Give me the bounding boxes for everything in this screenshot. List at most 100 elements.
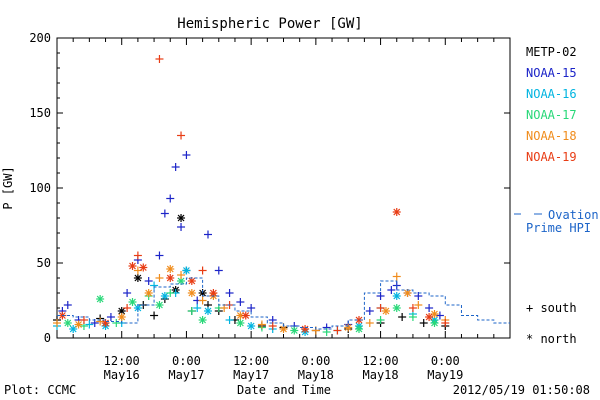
y-tick-label: 200 (29, 31, 51, 45)
data-point-north (198, 316, 207, 324)
data-point-north (241, 311, 250, 320)
y-axis-label: P [GW] (1, 166, 15, 209)
data-point-south (441, 319, 450, 327)
mark-stroke (382, 307, 390, 315)
mark-stroke (64, 319, 72, 327)
data-point-south (150, 311, 159, 320)
chart-title: Hemispheric Power [GW] (177, 16, 362, 32)
mark-stroke (69, 325, 77, 333)
data-point-south (198, 266, 207, 275)
x-tick-label-time: 0:00 (172, 354, 201, 368)
data-point-north (128, 298, 137, 306)
data-point-south (414, 301, 423, 309)
data-point-south (225, 289, 234, 297)
data-point-south (144, 277, 153, 285)
x-tick-label-date: May16 (104, 368, 140, 382)
mark-stroke (188, 277, 196, 285)
data-point-south (85, 320, 94, 329)
x-tick-label-date: May18 (298, 368, 334, 382)
mark-stroke (129, 262, 136, 270)
mark-stroke (355, 316, 363, 324)
mark-stroke (177, 214, 185, 222)
data-point-south (419, 319, 428, 327)
data-point-south (236, 298, 245, 306)
mark-stroke (404, 289, 411, 297)
data-point-south (187, 307, 196, 315)
mark-stroke (393, 292, 401, 300)
mark-stroke (166, 265, 174, 273)
data-point-south (193, 304, 202, 312)
data-point-south (177, 271, 186, 279)
legend-item: NOAA-15 (526, 66, 577, 80)
legend-hpi-label: Prime HPI (526, 221, 591, 235)
mark-stroke (199, 289, 207, 297)
data-point-north (101, 319, 110, 327)
data-point-south (376, 304, 385, 312)
data-point-north (182, 266, 191, 275)
data-point-south (166, 194, 175, 203)
mark-stroke (242, 312, 250, 319)
mark-stroke (236, 312, 244, 319)
data-point-south (171, 163, 180, 171)
data-point-south (376, 316, 385, 324)
mark-stroke (236, 319, 244, 327)
data-point-south (106, 313, 115, 321)
mark-stroke (118, 307, 126, 315)
data-point-south (182, 151, 191, 159)
data-point-south (53, 319, 61, 327)
data-point-north (236, 319, 245, 327)
data-point-south (408, 313, 417, 321)
data-point-south (123, 289, 132, 297)
data-point-north (247, 322, 256, 330)
data-point-south (225, 316, 234, 324)
mark-stroke (355, 325, 363, 333)
data-point-south (414, 292, 423, 300)
data-point-north (344, 323, 353, 332)
data-point-north (63, 319, 72, 327)
legend: METP-02 NOAA-15 NOAA-16 NOAA-17 NOAA-18 NOAA-… (514, 45, 599, 346)
data-point-south (166, 289, 175, 297)
mark-stroke (75, 321, 82, 328)
data-point-north (139, 263, 148, 272)
data-point-south (133, 251, 142, 260)
mark-stroke (161, 292, 169, 300)
data-point-north (177, 214, 186, 222)
data-point-north (144, 289, 153, 297)
mark-stroke (431, 310, 438, 318)
mark-stroke (393, 304, 401, 312)
data-point-north (117, 313, 126, 321)
mark-stroke (156, 301, 163, 309)
x-tick-label-date: May18 (363, 368, 399, 382)
data-point-south (155, 55, 164, 63)
x-tick-label-time: 0:00 (431, 354, 460, 368)
data-point-north (69, 325, 78, 333)
data-point-south (123, 304, 132, 312)
mark-stroke (280, 325, 287, 333)
data-point-north (392, 304, 401, 312)
x-tick-label-time: 0:00 (301, 354, 330, 368)
mark-stroke (139, 264, 147, 271)
data-point-north (166, 274, 175, 282)
data-point-north (166, 265, 175, 273)
y-axis-ticks: 0 50 100 150 200 (29, 31, 510, 345)
y-tick-label: 100 (29, 181, 51, 195)
data-point-south (387, 286, 396, 294)
legend-item: NOAA-17 (526, 108, 577, 122)
data-point-north (430, 319, 439, 327)
mark-stroke (204, 307, 212, 315)
data-point-south (365, 307, 374, 315)
mark-stroke (188, 289, 196, 297)
y-tick-label: 50 (37, 256, 51, 270)
mark-stroke (134, 274, 142, 282)
data-point-north (155, 301, 164, 309)
data-point-north (301, 325, 310, 333)
footer-plot-source: Plot: CCMC (4, 383, 76, 397)
mark-stroke (129, 298, 136, 306)
data-marks (53, 55, 510, 336)
data-point-south (376, 292, 385, 300)
data-point-south (257, 320, 266, 329)
data-point-north (74, 320, 83, 329)
legend-item: METP-02 (526, 45, 577, 59)
data-point-south (398, 313, 407, 321)
